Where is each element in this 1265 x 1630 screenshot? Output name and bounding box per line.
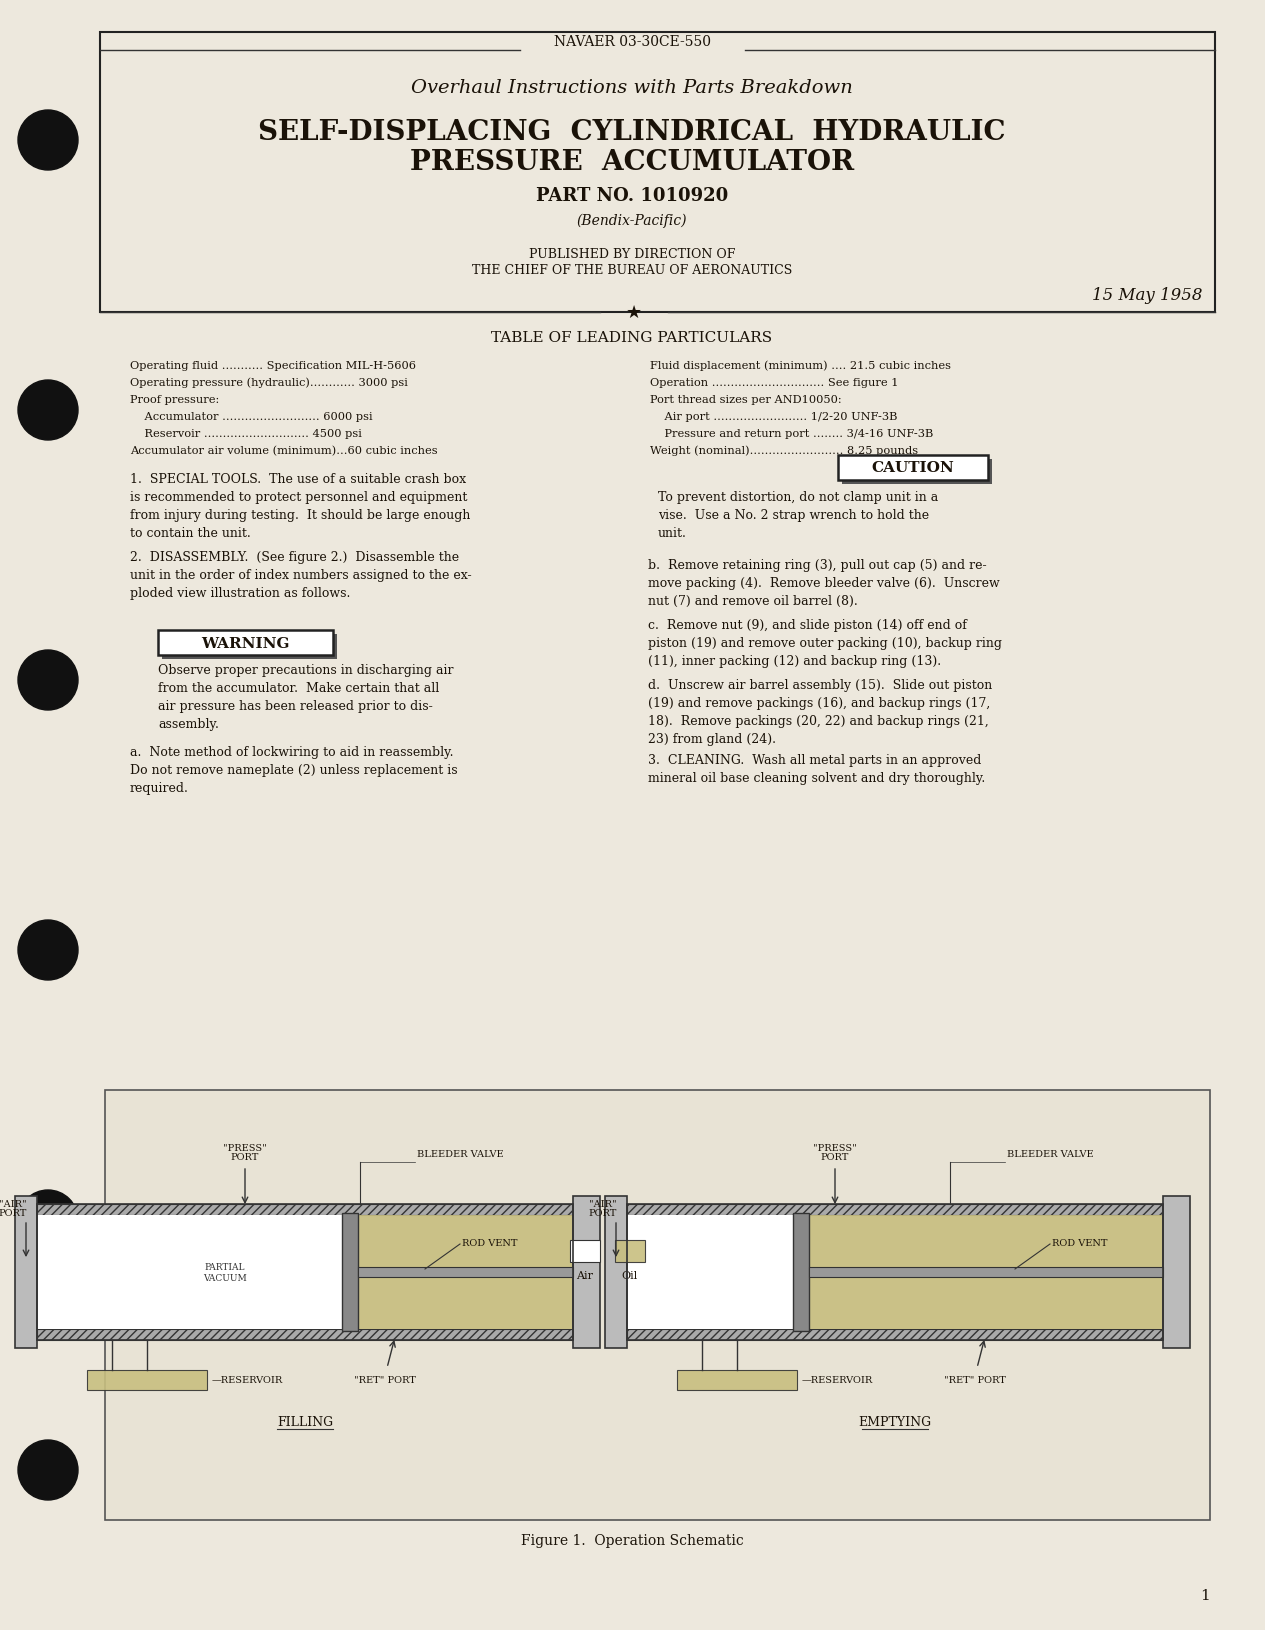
Text: (Bendix-Pacific): (Bendix-Pacific) bbox=[577, 214, 687, 228]
Text: "PRESS": "PRESS" bbox=[813, 1143, 856, 1152]
Bar bbox=[100, 33, 1214, 313]
Text: Air port ......................... 1/2-20 UNF-3B: Air port ......................... 1/2-2… bbox=[650, 412, 897, 422]
Bar bbox=[677, 1371, 797, 1390]
Circle shape bbox=[18, 1441, 78, 1500]
Bar bbox=[792, 1213, 808, 1332]
Text: PORT: PORT bbox=[821, 1152, 849, 1161]
Text: "AIR": "AIR" bbox=[0, 1200, 27, 1208]
Bar bbox=[342, 1213, 358, 1332]
Text: 3.  CLEANING.  Wash all metal parts in an approved
mineral oil base cleaning sol: 3. CLEANING. Wash all metal parts in an … bbox=[648, 753, 985, 784]
Bar bbox=[627, 1216, 1163, 1328]
Text: "RET" PORT: "RET" PORT bbox=[354, 1376, 416, 1384]
Bar bbox=[105, 1090, 1211, 1521]
Text: PORT: PORT bbox=[230, 1152, 259, 1161]
Text: WARNING: WARNING bbox=[201, 636, 290, 650]
Bar bbox=[627, 1205, 1163, 1340]
Bar bbox=[571, 1240, 600, 1262]
Text: Operation .............................. See figure 1: Operation ..............................… bbox=[650, 378, 898, 388]
Text: —RESERVOIR: —RESERVOIR bbox=[213, 1376, 283, 1384]
Text: SELF-DISPLACING  CYLINDRICAL  HYDRAULIC: SELF-DISPLACING CYLINDRICAL HYDRAULIC bbox=[258, 119, 1006, 147]
Text: PRESSURE  ACCUMULATOR: PRESSURE ACCUMULATOR bbox=[410, 150, 854, 176]
Circle shape bbox=[18, 111, 78, 171]
Bar bbox=[627, 1216, 798, 1328]
Text: Accumulator .......................... 6000 psi: Accumulator .......................... 6… bbox=[130, 412, 373, 422]
Bar bbox=[842, 460, 992, 484]
Text: Weight (nominal)......................... 8.25 pounds: Weight (nominal)........................… bbox=[650, 445, 918, 456]
Bar bbox=[615, 1240, 645, 1262]
Text: 2.  DISASSEMBLY.  (See figure 2.)  Disassemble the
unit in the order of index nu: 2. DISASSEMBLY. (See figure 2.) Disassem… bbox=[130, 551, 472, 600]
Text: ★: ★ bbox=[626, 303, 643, 321]
Bar bbox=[808, 1216, 1163, 1328]
Text: Fluid displacement (minimum) .... 21.5 cubic inches: Fluid displacement (minimum) .... 21.5 c… bbox=[650, 360, 951, 372]
Text: FILLING: FILLING bbox=[277, 1415, 333, 1428]
Bar bbox=[627, 1328, 1163, 1340]
Text: 15 May 1958: 15 May 1958 bbox=[1093, 287, 1203, 303]
Bar bbox=[37, 1205, 573, 1340]
Text: Proof pressure:: Proof pressure: bbox=[130, 394, 219, 404]
Bar bbox=[37, 1216, 573, 1328]
Text: "PRESS": "PRESS" bbox=[223, 1143, 267, 1152]
Text: "RET" PORT: "RET" PORT bbox=[944, 1376, 1006, 1384]
Bar bbox=[162, 634, 336, 660]
Text: EMPTYING: EMPTYING bbox=[859, 1415, 931, 1428]
Text: Oil: Oil bbox=[622, 1270, 638, 1280]
Circle shape bbox=[18, 1190, 78, 1250]
Circle shape bbox=[18, 921, 78, 980]
Bar bbox=[37, 1216, 348, 1328]
Text: Operating pressure (hydraulic)............ 3000 psi: Operating pressure (hydraulic)..........… bbox=[130, 378, 407, 388]
Text: CAUTION: CAUTION bbox=[872, 461, 954, 476]
Text: PART NO. 1010920: PART NO. 1010920 bbox=[536, 187, 729, 205]
Text: Operating fluid ........... Specification MIL-H-5606: Operating fluid ........... Specificatio… bbox=[130, 360, 416, 370]
Text: BLEEDER VALVE: BLEEDER VALVE bbox=[417, 1149, 503, 1159]
Text: Figure 1.  Operation Schematic: Figure 1. Operation Schematic bbox=[521, 1534, 744, 1547]
Bar bbox=[627, 1205, 1163, 1216]
Text: Overhaul Instructions with Parts Breakdown: Overhaul Instructions with Parts Breakdo… bbox=[411, 78, 853, 96]
Bar bbox=[87, 1371, 207, 1390]
Text: TABLE OF LEADING PARTICULARS: TABLE OF LEADING PARTICULARS bbox=[491, 331, 773, 346]
Text: "AIR": "AIR" bbox=[589, 1200, 617, 1208]
Bar bbox=[1163, 1196, 1190, 1348]
Text: 1.  SPECIAL TOOLS.  The use of a suitable crash box
is recommended to protect pe: 1. SPECIAL TOOLS. The use of a suitable … bbox=[130, 473, 471, 540]
Text: Observe proper precautions in discharging air
from the accumulator.  Make certai: Observe proper precautions in dischargin… bbox=[158, 663, 453, 730]
Text: PORT: PORT bbox=[588, 1208, 617, 1218]
Text: BLEEDER VALVE: BLEEDER VALVE bbox=[1007, 1149, 1094, 1159]
Bar bbox=[358, 1267, 573, 1278]
Text: —RESERVOIR: —RESERVOIR bbox=[802, 1376, 873, 1384]
Text: 1: 1 bbox=[1200, 1588, 1211, 1602]
Bar bbox=[158, 631, 333, 655]
Bar bbox=[37, 1205, 573, 1216]
Bar bbox=[808, 1267, 1163, 1278]
Text: Pressure and return port ........ 3/4-16 UNF-3B: Pressure and return port ........ 3/4-16… bbox=[650, 429, 934, 438]
Circle shape bbox=[18, 650, 78, 711]
Text: ROD VENT: ROD VENT bbox=[462, 1237, 517, 1247]
Bar bbox=[605, 1196, 627, 1348]
Text: To prevent distortion, do not clamp unit in a
vise.  Use a No. 2 strap wrench to: To prevent distortion, do not clamp unit… bbox=[658, 491, 939, 540]
Bar bbox=[837, 456, 988, 481]
Text: Air: Air bbox=[577, 1270, 593, 1280]
Text: a.  Note method of lockwiring to aid in reassembly.
Do not remove nameplate (2) : a. Note method of lockwiring to aid in r… bbox=[130, 745, 458, 794]
Text: NAVAER 03-30CE-550: NAVAER 03-30CE-550 bbox=[554, 34, 711, 49]
Text: Reservoir ............................ 4500 psi: Reservoir ............................ 4… bbox=[130, 429, 362, 438]
Text: PORT: PORT bbox=[0, 1208, 27, 1218]
Text: ROD VENT: ROD VENT bbox=[1052, 1237, 1107, 1247]
Bar bbox=[573, 1196, 600, 1348]
Text: Port thread sizes per AND10050:: Port thread sizes per AND10050: bbox=[650, 394, 841, 404]
Circle shape bbox=[18, 381, 78, 440]
Text: d.  Unscrew air barrel assembly (15).  Slide out piston
(19) and remove packings: d. Unscrew air barrel assembly (15). Sli… bbox=[648, 678, 992, 745]
Text: THE CHIEF OF THE BUREAU OF AERONAUTICS: THE CHIEF OF THE BUREAU OF AERONAUTICS bbox=[472, 264, 792, 277]
Text: b.  Remove retaining ring (3), pull out cap (5) and re-
move packing (4).  Remov: b. Remove retaining ring (3), pull out c… bbox=[648, 559, 999, 608]
Text: PUBLISHED BY DIRECTION OF: PUBLISHED BY DIRECTION OF bbox=[529, 248, 735, 261]
Bar bbox=[358, 1216, 573, 1328]
Bar bbox=[37, 1328, 573, 1340]
Text: c.  Remove nut (9), and slide piston (14) off end of
piston (19) and remove oute: c. Remove nut (9), and slide piston (14)… bbox=[648, 619, 1002, 668]
Bar bbox=[15, 1196, 37, 1348]
Text: PARTIAL
VACUUM: PARTIAL VACUUM bbox=[204, 1263, 247, 1281]
Text: Accumulator air volume (minimum)...60 cubic inches: Accumulator air volume (minimum)...60 cu… bbox=[130, 445, 438, 456]
